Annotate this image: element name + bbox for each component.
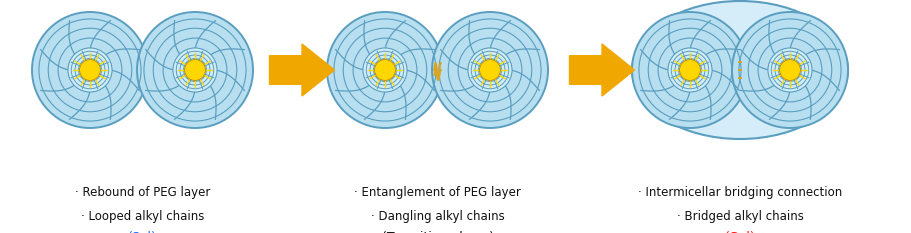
- Ellipse shape: [631, 1, 847, 139]
- Polygon shape: [568, 44, 634, 96]
- Circle shape: [479, 60, 500, 80]
- Circle shape: [363, 48, 406, 92]
- Circle shape: [374, 60, 395, 80]
- Circle shape: [79, 60, 100, 80]
- Text: · Intermicellar bridging connection: · Intermicellar bridging connection: [637, 186, 841, 199]
- Polygon shape: [270, 44, 334, 96]
- Circle shape: [173, 48, 217, 92]
- Circle shape: [68, 48, 112, 92]
- Circle shape: [679, 60, 700, 80]
- Text: (Transition phase): (Transition phase): [381, 231, 493, 233]
- Circle shape: [467, 48, 511, 92]
- Circle shape: [327, 12, 443, 128]
- Text: · Looped alkyl chains: · Looped alkyl chains: [81, 210, 204, 223]
- Circle shape: [779, 60, 800, 80]
- Text: · Dangling alkyl chains: · Dangling alkyl chains: [370, 210, 504, 223]
- Text: · Entanglement of PEG layer: · Entanglement of PEG layer: [353, 186, 520, 199]
- Text: · Rebound of PEG layer: · Rebound of PEG layer: [75, 186, 210, 199]
- Circle shape: [631, 12, 747, 128]
- Text: (Gel): (Gel): [724, 231, 754, 233]
- Circle shape: [767, 48, 811, 92]
- Text: (Sol): (Sol): [128, 231, 157, 233]
- Circle shape: [184, 60, 205, 80]
- Text: · Bridged alkyl chains: · Bridged alkyl chains: [676, 210, 803, 223]
- Circle shape: [432, 12, 548, 128]
- Circle shape: [32, 12, 148, 128]
- Circle shape: [667, 48, 711, 92]
- Circle shape: [137, 12, 252, 128]
- Circle shape: [732, 12, 847, 128]
